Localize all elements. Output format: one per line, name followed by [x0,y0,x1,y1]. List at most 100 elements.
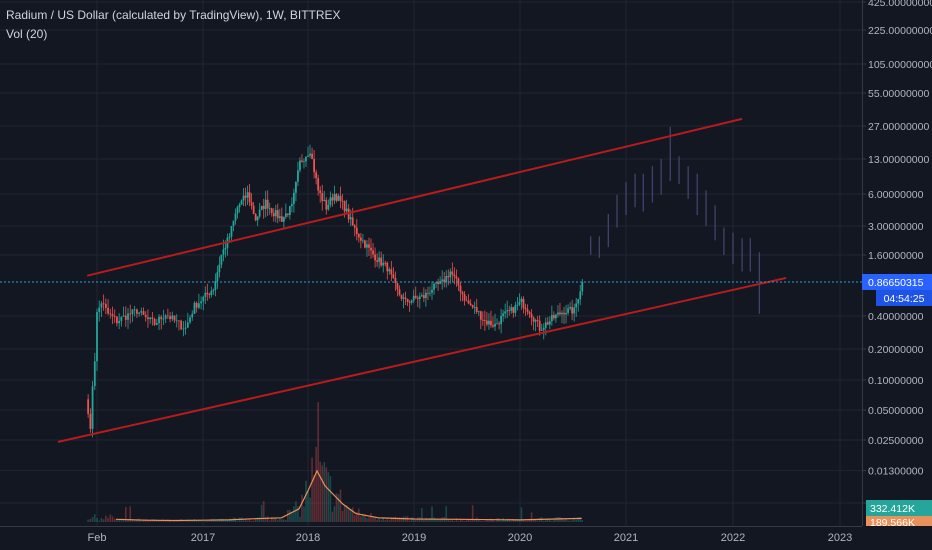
projection-bars [590,126,761,314]
candle-body [575,303,578,308]
candle-body [164,315,167,319]
y-tick-label-7: 3.00000000 [868,221,924,233]
candle [483,310,486,331]
candle [390,260,393,282]
y-tick-label-3: 55.00000000 [868,88,929,100]
candle-body [488,320,490,325]
candle-body [455,276,458,279]
volume-bar [518,519,521,522]
volume-bars [87,402,584,523]
candle-body [565,312,567,315]
candle [378,251,381,269]
volume-bar [400,517,403,522]
volume-bar [337,494,340,522]
candle [232,220,235,232]
volume-bar [528,518,531,522]
volume-bar [463,520,466,522]
candle-body [540,329,543,331]
candle [335,192,338,203]
volume-bar [289,509,291,522]
volume-bar [360,516,362,522]
candle [333,185,336,205]
candle [559,303,561,317]
volume-bar [343,505,346,522]
candle [410,299,413,305]
candle [520,296,523,310]
candle-body [433,283,435,290]
candle-body [546,322,549,325]
volume-bar [100,518,103,522]
candle-body [290,204,293,207]
volume-bar [522,519,525,522]
candle-body [490,320,492,326]
volume-bar [327,472,330,522]
candle-body [204,292,207,297]
volume-bar [573,519,575,522]
volume-indicator-label: Vol (20) [6,27,48,41]
volume-bar [264,516,267,522]
volume-bar [504,520,506,522]
candle-body [153,318,156,325]
candle [282,216,285,229]
candle [532,316,535,331]
volume-bar [532,519,535,522]
volume-bar [341,510,344,522]
candle [384,260,387,267]
candle [138,311,140,317]
candle [546,317,549,326]
candle [230,225,233,243]
candle [575,297,578,318]
candle [451,262,454,282]
candle [485,312,488,327]
candle [548,316,551,330]
candle-body [216,272,219,282]
candle-body [155,323,158,325]
candle [481,311,484,326]
candle-body [422,295,425,299]
candle-body [120,316,123,321]
y-tick-label-10: 0.40000000 [868,311,924,323]
x-tick-label-7: 2023 [828,532,852,544]
candle-body [459,285,462,293]
candle-body [416,297,419,299]
candle [357,232,360,243]
candle-body [286,213,289,215]
volume-bar [113,518,116,522]
volume-bar [118,519,120,522]
volume-bar [272,517,275,522]
candle-body [116,316,118,324]
volume-label: 332.412K [870,503,915,515]
candle-body [542,327,545,330]
candle [492,316,494,329]
candle-body [427,292,429,294]
volume-bar [129,506,132,522]
volume-bar [268,520,271,522]
volume-bar [345,505,348,522]
candle-body [264,199,267,209]
candle-body [274,210,277,217]
volume-bar [398,517,401,522]
volume-bar [536,520,539,522]
candle [274,204,277,223]
candle-body [166,315,169,317]
candle-body [552,315,555,319]
candle [238,202,241,213]
candle [406,298,409,307]
candle [323,191,326,202]
volume-bar [285,520,287,522]
candle-body [98,307,101,313]
candle-body [412,295,415,301]
candle-body [240,200,243,205]
volume-bar [307,491,309,522]
volume-bar [89,518,92,522]
candle-body [311,153,313,159]
candle [364,239,366,249]
candle [210,286,213,298]
candle-body [429,292,431,294]
candle [193,300,196,315]
candle [178,320,180,331]
volume-bar [429,518,431,522]
candle [542,323,545,340]
candle [536,315,539,327]
